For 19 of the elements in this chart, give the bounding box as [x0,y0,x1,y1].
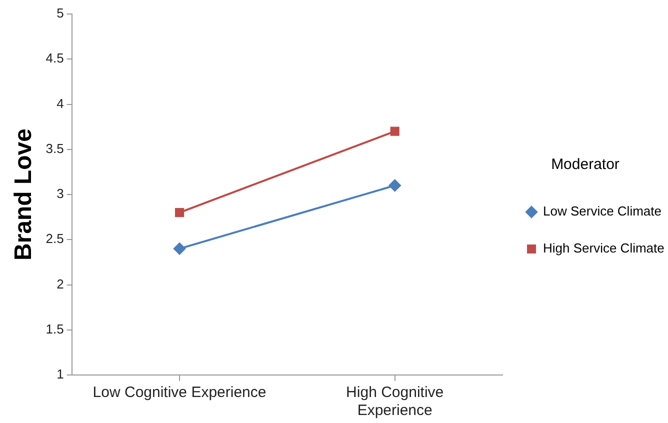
y-tick-label: 2 [56,276,64,292]
y-tick-label: 1.5 [46,321,64,336]
point [390,126,400,136]
point [174,242,186,255]
y-tick-label: 4.5 [46,50,64,66]
y-tick-label: 4 [56,96,64,111]
legend-label: High Service Climate [543,240,664,256]
x-tick-label: Low Cognitive Experience [92,384,266,402]
legend-label: Low Service Climate [543,204,662,219]
y-axis-title: Brand Love [10,128,38,261]
y-tick-label: 3 [56,186,64,202]
legend-title: Moderator [551,156,620,174]
y-tick-label: 3.5 [46,140,64,156]
point [388,179,401,192]
point [174,208,184,218]
y-tick-label: 2.5 [46,231,64,246]
y-tick-label: 1 [56,366,64,382]
y-tick-label: 5 [56,6,64,21]
x-tick-label: High Cognitive Experience [346,384,444,420]
